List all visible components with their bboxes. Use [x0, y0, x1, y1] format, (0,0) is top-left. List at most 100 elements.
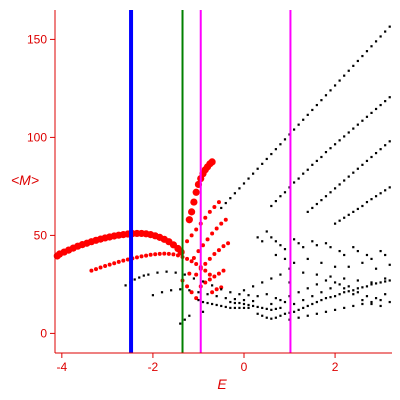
data-point [211, 284, 214, 287]
data-point [270, 204, 273, 208]
data-point [343, 179, 346, 182]
data-point [207, 272, 212, 277]
data-point [242, 306, 246, 310]
data-point [139, 254, 144, 259]
data-point [125, 257, 130, 262]
data-point [384, 30, 387, 33]
x-tick-label: 0 [241, 360, 248, 374]
data-point [261, 281, 264, 284]
series-2 [124, 25, 391, 325]
data-point [216, 200, 221, 205]
data-point [93, 267, 98, 272]
data-point [315, 273, 318, 276]
data-point [356, 167, 359, 170]
data-point [133, 278, 136, 281]
data-point [324, 242, 328, 245]
data-point [179, 288, 182, 291]
data-point [203, 261, 208, 266]
data-point [256, 295, 259, 298]
data-point [343, 253, 346, 257]
data-point [196, 249, 201, 254]
data-point [187, 271, 192, 276]
data-point [352, 171, 355, 174]
data-point [151, 294, 155, 297]
data-point [292, 238, 296, 241]
data-point [283, 300, 287, 304]
data-point [261, 240, 264, 243]
data-point [343, 287, 346, 290]
data-point [279, 298, 282, 302]
data-point [283, 248, 287, 251]
data-point [329, 275, 332, 278]
data-point [365, 159, 369, 163]
data-point [365, 285, 369, 288]
data-point [247, 303, 250, 307]
data-point [324, 310, 328, 313]
data-point [274, 297, 277, 300]
data-point [261, 306, 264, 310]
data-point [329, 296, 332, 299]
data-point [343, 135, 346, 138]
data-point [352, 210, 355, 213]
data-point [242, 289, 246, 292]
data-point [212, 204, 217, 209]
data-point [206, 293, 209, 296]
data-point [103, 263, 108, 268]
data-point [333, 281, 337, 284]
data-point [347, 175, 350, 178]
vertical-lines [129, 10, 292, 353]
y-axis-label: <M> [11, 172, 39, 188]
data-point [279, 195, 282, 198]
data-point [361, 54, 364, 58]
data-point [311, 295, 314, 298]
data-point [220, 206, 223, 210]
data-point [356, 207, 359, 211]
data-point [207, 277, 212, 282]
data-point [160, 291, 164, 294]
data-point [189, 233, 194, 238]
data-point [356, 287, 359, 290]
data-point [311, 108, 314, 112]
data-point [320, 261, 323, 264]
data-point [226, 241, 231, 246]
data-point [343, 291, 346, 294]
data-point [379, 281, 382, 284]
data-point [356, 59, 359, 63]
data-point [252, 304, 255, 308]
data-point [292, 181, 296, 184]
data-point [134, 255, 139, 260]
data-point [297, 123, 300, 126]
data-point [221, 268, 226, 273]
series-1 [89, 200, 231, 301]
data-point [356, 291, 359, 294]
data-point [203, 268, 208, 273]
data-point [315, 312, 318, 315]
data-point [343, 306, 346, 310]
data-point [333, 295, 337, 298]
y-tick-label: 0 [40, 326, 47, 340]
data-point [210, 231, 215, 236]
data-point [233, 298, 236, 301]
data-point [242, 302, 246, 306]
data-point [374, 151, 378, 155]
data-point [192, 277, 195, 280]
data-point [197, 291, 200, 294]
x-tick-label: -2 [148, 360, 159, 374]
data-point [185, 256, 190, 261]
data-point [270, 302, 273, 306]
data-point [107, 262, 112, 267]
data-point [201, 243, 206, 248]
x-axis-label: E [217, 376, 227, 392]
data-point [352, 304, 355, 308]
data-point [229, 306, 232, 310]
data-point [374, 107, 378, 111]
data-point [306, 113, 309, 116]
data-point [247, 294, 250, 297]
data-point [302, 118, 305, 121]
data-point [333, 222, 337, 225]
data-point [170, 289, 173, 292]
data-point [365, 115, 369, 118]
x-tick-label: 2 [332, 360, 339, 374]
data-point [361, 261, 364, 264]
